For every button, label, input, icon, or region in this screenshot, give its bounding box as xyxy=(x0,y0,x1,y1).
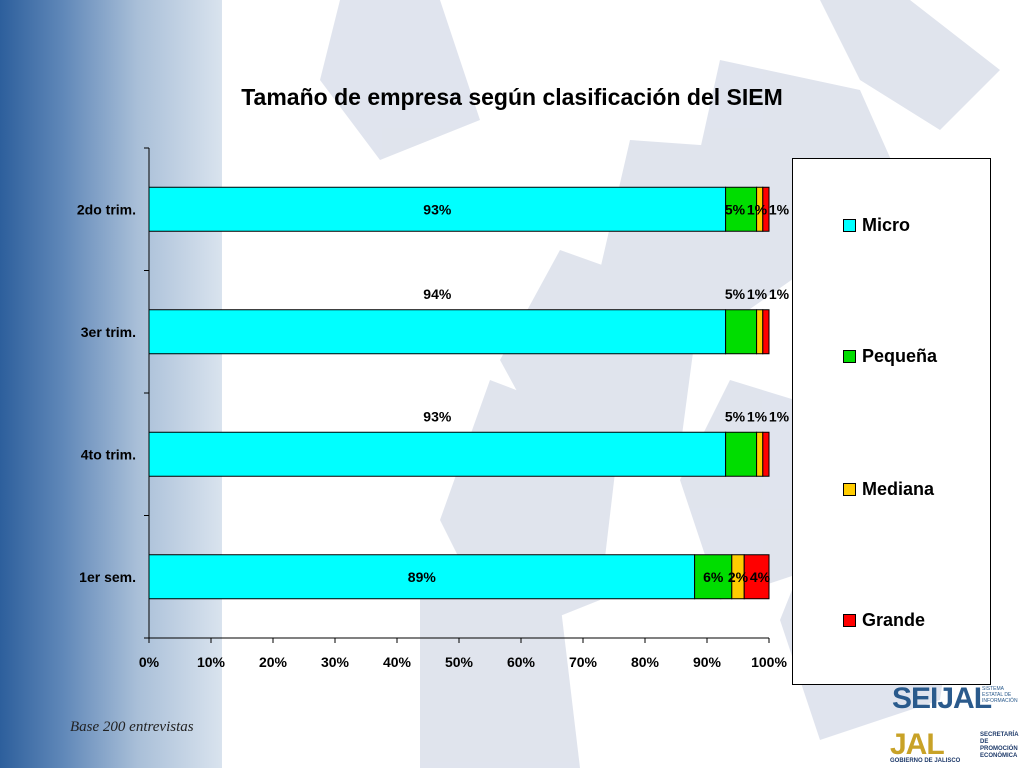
bar-data-label: 6% xyxy=(703,569,724,585)
x-tick-label: 30% xyxy=(321,654,350,670)
bar-data-label: 5% xyxy=(725,408,746,424)
bar-data-label: 1% xyxy=(769,286,790,302)
bar-segment xyxy=(148,309,727,355)
bar-data-label: 1% xyxy=(747,201,768,217)
y-category-label: 2do trim. xyxy=(77,201,136,217)
legend-swatch-micro xyxy=(843,219,856,232)
bar-data-label: 2% xyxy=(728,569,749,585)
logo-area: SEIJAL SISTEMA ESTATAL DE INFORMACIÓN JA… xyxy=(888,550,1024,768)
bar-segment xyxy=(694,554,733,600)
sel-logo-subtitle: SISTEMA ESTATAL DE INFORMACIÓN xyxy=(982,686,1018,704)
bar-segment xyxy=(725,309,758,355)
bar-segment xyxy=(756,431,764,477)
bar-segment xyxy=(148,554,696,600)
legend: Micro Pequeña Mediana Grande xyxy=(792,158,991,685)
bar-data-label: 5% xyxy=(725,286,746,302)
sel-logo-text: SEIJAL xyxy=(892,682,992,715)
bar-data-label: 1% xyxy=(769,408,790,424)
bar-data-label: 1% xyxy=(747,286,768,302)
y-category-label: 3er trim. xyxy=(81,324,136,340)
bar-segment xyxy=(148,431,727,477)
bar-data-label: 93% xyxy=(423,201,452,217)
legend-label-grande: Grande xyxy=(862,610,926,630)
bar-segment xyxy=(762,309,770,355)
x-tick-label: 40% xyxy=(383,654,412,670)
bar-data-label: 5% xyxy=(725,201,746,217)
jal-logo-bottom: GOBIERNO DE JALISCO xyxy=(890,758,961,764)
x-tick-label: 50% xyxy=(445,654,474,670)
legend-item-mediana: Mediana xyxy=(843,479,934,500)
bar-data-label: 89% xyxy=(408,569,437,585)
legend-swatch-pequena xyxy=(843,350,856,363)
x-tick-label: 10% xyxy=(197,654,226,670)
x-tick-label: 70% xyxy=(569,654,598,670)
bar-data-label: 93% xyxy=(423,408,452,424)
bar-segment xyxy=(725,186,758,232)
x-tick-label: 90% xyxy=(693,654,722,670)
bar-data-label: 1% xyxy=(747,408,768,424)
bar-segment xyxy=(148,186,727,232)
legend-label-pequena: Pequeña xyxy=(862,346,938,366)
chart-title: Tamaño de empresa según clasificación de… xyxy=(241,84,783,110)
bar-segment xyxy=(743,554,770,600)
bar-segment xyxy=(756,309,764,355)
bar-segment xyxy=(725,431,758,477)
bar-data-label: 1% xyxy=(769,201,790,217)
jal-logo-text: JAL xyxy=(890,728,945,761)
x-tick-label: 0% xyxy=(139,654,160,670)
legend-item-pequena: Pequeña xyxy=(843,346,937,367)
y-category-label: 4to trim. xyxy=(81,446,136,462)
legend-item-grande: Grande xyxy=(843,610,925,631)
x-tick-label: 60% xyxy=(507,654,536,670)
x-tick-label: 80% xyxy=(631,654,660,670)
legend-label-micro: Micro xyxy=(862,215,911,235)
jal-logo: JAL SECRETARÍA DE PROMOCIÓN ECONÓMICA GO… xyxy=(890,728,1022,768)
side-gradient-band xyxy=(0,0,222,768)
bar-segment xyxy=(762,186,770,232)
bar-segment xyxy=(762,431,770,477)
x-tick-label: 100% xyxy=(751,654,787,670)
y-category-label: 1er sem. xyxy=(79,569,136,585)
sel-logo: SEIJAL SISTEMA ESTATAL DE INFORMACIÓN xyxy=(892,682,1020,722)
legend-label-mediana: Mediana xyxy=(862,479,935,499)
x-tick-label: 20% xyxy=(259,654,288,670)
bar-data-label: 4% xyxy=(750,569,771,585)
legend-item-micro: Micro xyxy=(843,215,910,236)
footnote-base: Base 200 entrevistas xyxy=(70,719,194,735)
legend-swatch-grande xyxy=(843,614,856,627)
jal-logo-subtitle: SECRETARÍA DE PROMOCIÓN ECONÓMICA xyxy=(980,732,1019,759)
legend-swatch-mediana xyxy=(843,483,856,496)
bar-data-label: 94% xyxy=(423,286,452,302)
